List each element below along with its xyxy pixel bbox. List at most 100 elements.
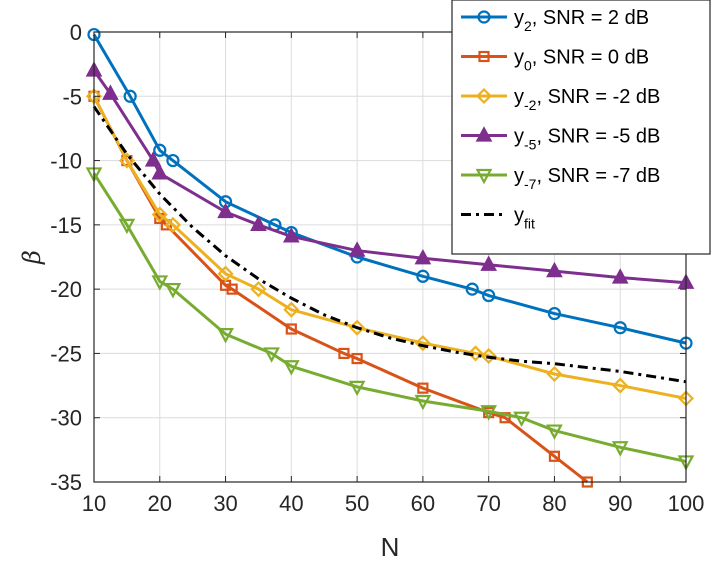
- x-tick-label: 20: [148, 491, 172, 516]
- legend-label-subscript: -2: [524, 97, 537, 113]
- data-point: [612, 377, 629, 394]
- data-point: [283, 301, 300, 318]
- data-point: [338, 347, 350, 360]
- data-point: [282, 360, 300, 376]
- plot-frame: [93, 31, 687, 483]
- x-tick-label: 100: [668, 491, 705, 516]
- legend-label-text: , SNR = 0 dB: [532, 47, 649, 69]
- data-point: [102, 84, 119, 100]
- legend-label-subscript: fit: [524, 216, 535, 232]
- legend-label-text: , SNR = -7 dB: [536, 165, 660, 187]
- data-point: [164, 216, 181, 233]
- data-point: [482, 288, 496, 303]
- data-point: [121, 154, 133, 167]
- data-point: [546, 424, 563, 440]
- data-point: [144, 151, 162, 167]
- x-tick-label: 60: [411, 491, 435, 516]
- legend-marker: [475, 168, 493, 185]
- legend-label-base: y: [514, 7, 524, 29]
- y-axis-title: β: [18, 250, 46, 265]
- data-point: [548, 450, 561, 462]
- data-point: [417, 382, 429, 394]
- legend-label: y0, SNR = 0 dB: [514, 47, 649, 74]
- y-tick-label: 0: [70, 20, 82, 45]
- legend-marker: [478, 50, 490, 63]
- data-point: [123, 89, 137, 103]
- data-point: [250, 215, 267, 231]
- data-point: [467, 345, 484, 362]
- legend-label-base: y: [514, 165, 524, 187]
- legend-item: y-5, SNR = -5 dB: [461, 126, 660, 153]
- series--7: [85, 167, 695, 471]
- data-point: [348, 241, 366, 257]
- x-tick-label: 70: [476, 491, 500, 516]
- x-tick-label: 30: [213, 491, 237, 516]
- data-point: [547, 306, 562, 321]
- plot-series: [85, 27, 695, 488]
- data-point: [351, 352, 363, 365]
- legend-item: y2, SNR = 2 dB: [461, 7, 649, 34]
- data-point: [546, 365, 563, 383]
- legend-label-text: , SNR = 2 dB: [532, 7, 649, 29]
- x-tick-label: 80: [542, 491, 566, 516]
- legend-item: yfit: [461, 205, 535, 232]
- data-point: [282, 227, 300, 243]
- y-tick-label: -35: [50, 470, 82, 495]
- data-point: [250, 281, 267, 298]
- legend-marker: [477, 10, 491, 24]
- y-tick-labels: 0 -5 -10 -15 -20 -25 -30 -35: [50, 20, 82, 495]
- x-tick-label: 10: [82, 491, 106, 516]
- data-point: [613, 321, 627, 335]
- data-point: [465, 282, 479, 296]
- legend-label-text: , SNR = -5 dB: [536, 126, 660, 148]
- legend-label: y-5, SNR = -5 dB: [514, 126, 660, 153]
- data-point: [414, 335, 431, 352]
- y-tick-label: -30: [50, 406, 82, 431]
- legend-label-base: y: [514, 205, 524, 227]
- series-fit: [92, 105, 687, 384]
- y-tick-label: -20: [50, 277, 82, 302]
- x-tick-label: 50: [345, 491, 369, 516]
- data-point: [513, 411, 530, 428]
- legend-label: y-7, SNR = -7 dB: [514, 165, 660, 192]
- data-point: [263, 347, 280, 363]
- x-tick-label: 90: [608, 491, 632, 516]
- legend-marker: [475, 126, 493, 142]
- data-point: [118, 218, 136, 235]
- series-line: [92, 105, 687, 384]
- data-point: [217, 202, 234, 219]
- series--2: [85, 88, 695, 407]
- legend-label-subscript: 2: [524, 18, 532, 34]
- legend-label-subscript: -5: [524, 137, 537, 153]
- legend-label-base: y: [514, 47, 524, 69]
- data-point: [151, 275, 169, 291]
- data-point: [217, 328, 234, 344]
- data-point: [153, 143, 167, 157]
- legend-label-text: , SNR = -2 dB: [536, 86, 660, 108]
- legend-marker: [475, 87, 493, 105]
- legend-label: y2, SNR = 2 dB: [514, 7, 649, 34]
- legend-label: yfit: [514, 205, 535, 232]
- data-point: [414, 248, 432, 265]
- x-axis-title: N: [381, 532, 400, 562]
- y-tick-label: -25: [50, 341, 82, 366]
- data-point: [611, 441, 629, 457]
- data-point: [546, 261, 563, 278]
- data-point: [480, 255, 498, 271]
- series-line: [92, 95, 687, 400]
- data-point: [226, 283, 238, 295]
- legend-box: [451, 0, 711, 255]
- x-tick-label: 40: [279, 491, 303, 516]
- y-tick-label: -15: [50, 213, 82, 238]
- data-point: [480, 405, 498, 421]
- legend-label-subscript: -7: [524, 176, 537, 192]
- legend-item: y0, SNR = 0 dB: [461, 47, 649, 74]
- data-point: [285, 323, 297, 335]
- legend-item: y-2, SNR = -2 dB: [461, 86, 660, 113]
- data-point: [151, 206, 168, 223]
- legend-label: y-2, SNR = -2 dB: [514, 86, 660, 113]
- legend-label-base: y: [514, 126, 524, 148]
- legend-label-base: y: [514, 86, 524, 108]
